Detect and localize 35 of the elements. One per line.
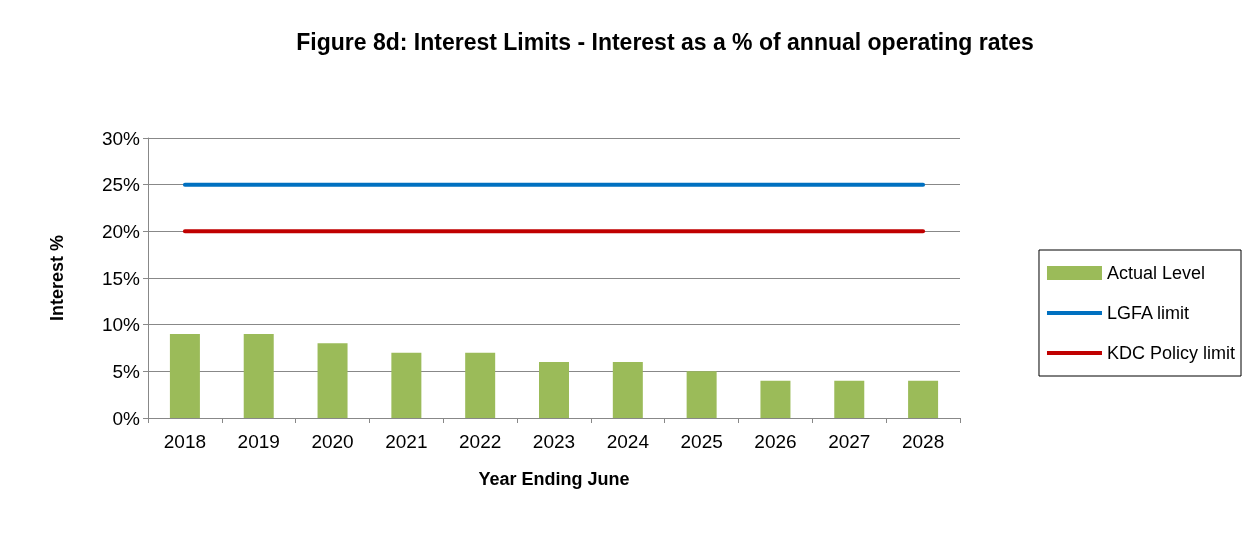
y-tick-label: 15% xyxy=(101,267,141,289)
y-tick-label: 20% xyxy=(101,220,141,242)
y-axis-title: Interest % xyxy=(47,234,67,322)
y-tick-label: 0% xyxy=(112,407,141,429)
x-tick-label: 2022 xyxy=(459,431,502,452)
x-tick-label: 2018 xyxy=(163,431,207,452)
legend-label: Actual Level xyxy=(1106,263,1206,283)
y-tick-label: 25% xyxy=(101,174,141,196)
bar xyxy=(760,380,791,418)
bar xyxy=(834,380,865,418)
legend-label: LGFA limit xyxy=(1106,303,1190,323)
bar xyxy=(908,380,939,418)
x-tick-label: 2025 xyxy=(680,431,723,452)
chart-title: Figure 8d: Interest Limits - Interest as a % of annual operating rates xyxy=(296,29,1034,55)
y-tick-label: 10% xyxy=(101,314,141,336)
x-tick-label: 2024 xyxy=(606,431,650,452)
x-tick-label: 2027 xyxy=(828,431,871,452)
bar xyxy=(465,352,496,418)
bar xyxy=(612,362,643,418)
x-tick-label: 2021 xyxy=(385,431,428,452)
y-tick-label: 30% xyxy=(101,127,141,149)
x-tick-label: 2019 xyxy=(237,431,280,452)
x-tick-label: 2026 xyxy=(754,431,797,452)
x-tick-label: 2028 xyxy=(901,431,945,452)
bar xyxy=(539,362,569,418)
x-tick-label: 2023 xyxy=(532,431,576,452)
bar xyxy=(169,334,200,418)
legend-label: KDC Policy limit xyxy=(1106,343,1235,363)
y-tick-label: 5% xyxy=(112,360,141,382)
bar xyxy=(686,371,717,418)
x-axis-title: Year Ending June xyxy=(478,469,630,489)
x-tick-label: 2020 xyxy=(311,431,354,452)
bar xyxy=(391,352,422,418)
bar xyxy=(243,334,274,418)
bar xyxy=(317,343,348,418)
